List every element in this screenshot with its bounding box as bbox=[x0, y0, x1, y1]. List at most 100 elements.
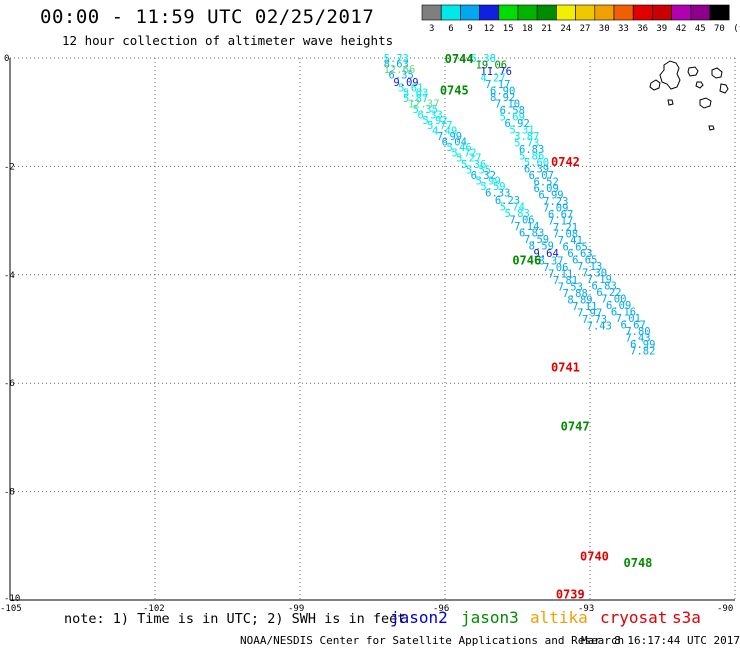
colorbar-label: 27 bbox=[580, 24, 591, 34]
swh-value-label: 5.46 bbox=[447, 142, 472, 154]
swh-value-label: 6.33 bbox=[485, 187, 510, 199]
swh-value-label: 5.35 bbox=[413, 104, 438, 116]
y-tick-label: -6 bbox=[4, 379, 15, 389]
x-tick-label: -93 bbox=[578, 604, 594, 614]
colorbar-swatch bbox=[690, 4, 711, 21]
swh-value-label: 6.33 bbox=[418, 109, 443, 121]
swh-value-label: 6.09 bbox=[534, 183, 559, 195]
swh-value-label: 7.00 bbox=[601, 294, 626, 306]
swh-value-label: 7.53 bbox=[558, 282, 583, 294]
colorbar-label: 15 bbox=[503, 24, 514, 34]
swh-value-label: 6.83 bbox=[592, 281, 617, 293]
swh-value-label: 5.60 bbox=[524, 157, 549, 169]
swh-value-label: 7.13 bbox=[577, 261, 602, 273]
x-tick-label: -105 bbox=[0, 604, 22, 614]
island-coastline bbox=[699, 97, 712, 109]
y-tick-label: -4 bbox=[4, 271, 15, 281]
colorbar-label: 12 bbox=[484, 24, 495, 34]
swh-value-label: 7.43 bbox=[625, 333, 650, 345]
colorbar-swatch bbox=[671, 4, 692, 21]
swh-value-label: 5.61 bbox=[398, 82, 423, 94]
swh-value-label: 6.65 bbox=[563, 242, 588, 254]
swh-value-label: 5.87 bbox=[403, 93, 428, 105]
pass-time-label: 0741 bbox=[551, 360, 580, 374]
swh-value-label: 7.10 bbox=[495, 99, 520, 111]
colorbar-swatch bbox=[594, 4, 615, 21]
swh-value-label: 7.23 bbox=[543, 196, 568, 208]
swh-value-label: 8.89 bbox=[567, 295, 592, 307]
swh-value-label: 8.59 bbox=[529, 241, 554, 253]
colorbar-swatch bbox=[479, 4, 500, 21]
y-tick-label: -10 bbox=[4, 594, 20, 604]
swh-value-label: 6.23 bbox=[495, 195, 520, 207]
swh-value-label: 7.06 bbox=[543, 262, 568, 274]
legend-entry-jason2: jason2 bbox=[390, 608, 448, 627]
y-tick-label: 0 bbox=[4, 54, 9, 64]
colorbar-swatch bbox=[498, 4, 519, 21]
colorbar-label: 21 bbox=[541, 24, 552, 34]
island-coastline bbox=[649, 79, 661, 91]
colorbar-label: 6 bbox=[448, 24, 453, 34]
swh-value-label: 5.73 bbox=[514, 138, 539, 150]
colorbar-swatch bbox=[460, 4, 480, 21]
colorbar-swatch bbox=[613, 4, 634, 21]
swh-value-label: 7.30 bbox=[582, 268, 607, 280]
swh-value-label: 6.83 bbox=[519, 144, 544, 156]
pass-time-label: 0748 bbox=[624, 556, 653, 570]
swh-value-label: 6.22 bbox=[596, 287, 621, 299]
swh-value-label: 7.81 bbox=[553, 275, 578, 287]
swh-value-label: 5.74 bbox=[500, 202, 525, 214]
x-tick-label: -90 bbox=[717, 604, 733, 614]
legend-entry-jason3: jason3 bbox=[461, 608, 519, 627]
swh-value-label: 4.27 bbox=[480, 73, 505, 85]
island-coastline bbox=[711, 67, 723, 79]
island-coastline bbox=[659, 60, 681, 90]
generated-timestamp: Mar 8 16:17:44 UTC 2017 bbox=[581, 634, 740, 647]
swh-value-label: 7.19 bbox=[587, 274, 612, 286]
colorbar-label: 42 bbox=[676, 24, 687, 34]
swh-value-label: 5.92 bbox=[422, 115, 447, 127]
swh-value-label: 12.66 bbox=[384, 64, 416, 76]
colorbar-swatch bbox=[575, 4, 596, 21]
swh-value-label: 19.06 bbox=[476, 60, 508, 72]
swh-value-label: 5.73 bbox=[384, 53, 409, 65]
colorbar-swatch bbox=[517, 4, 538, 21]
swh-value-label: 6.04 bbox=[442, 136, 467, 148]
swh-value-label: 7.11 bbox=[548, 269, 573, 281]
swh-value-label: 7.97 bbox=[577, 308, 602, 320]
swh-value-label: 6.90 bbox=[490, 86, 515, 98]
colorbar-label: 39 bbox=[656, 24, 667, 34]
swh-value-label: 5.55 bbox=[466, 165, 491, 177]
swh-value-label: 5.99 bbox=[476, 175, 501, 187]
colorbar-label: (ft) bbox=[733, 24, 740, 34]
swh-value-label: 5.27 bbox=[456, 153, 481, 165]
swh-value-label: 12.37 bbox=[408, 99, 440, 111]
swh-value-label: 6.65 bbox=[572, 255, 597, 267]
swh-value-label: 7.17 bbox=[485, 79, 510, 91]
swh-value-label: 6.07 bbox=[529, 170, 554, 182]
swh-value-label: 7.01 bbox=[616, 313, 641, 325]
colorbar-label: 24 bbox=[560, 24, 571, 34]
colorbar-swatch bbox=[632, 4, 653, 21]
y-tick-label: -8 bbox=[4, 488, 15, 498]
swh-value-label: 6.99 bbox=[538, 190, 563, 202]
swh-value-label: 8.37 bbox=[538, 256, 563, 268]
colorbar-label: 70 bbox=[714, 24, 725, 34]
pass-time-label: 0747 bbox=[561, 420, 590, 434]
swh-value-label: 7.59 bbox=[524, 234, 549, 246]
swh-value-label: 5.59 bbox=[480, 181, 505, 193]
colorbar-label: 30 bbox=[599, 24, 610, 34]
swh-value-label: 7.08 bbox=[553, 229, 578, 241]
colorbar-label: 9 bbox=[467, 24, 472, 34]
legend-entry-cryosat: cryosat bbox=[600, 608, 668, 627]
y-tick-label: -2 bbox=[4, 162, 15, 172]
colorbar-swatch bbox=[421, 4, 442, 21]
swh-value-label: 5.77 bbox=[427, 120, 452, 132]
island-coastline bbox=[708, 125, 715, 131]
pass-time-label: 0744 bbox=[445, 52, 474, 66]
colorbar-label: 3 bbox=[429, 24, 434, 34]
island-coastline bbox=[667, 99, 674, 106]
chart-title: 00:00 - 11:59 UTC 02/25/2017 bbox=[40, 6, 375, 28]
